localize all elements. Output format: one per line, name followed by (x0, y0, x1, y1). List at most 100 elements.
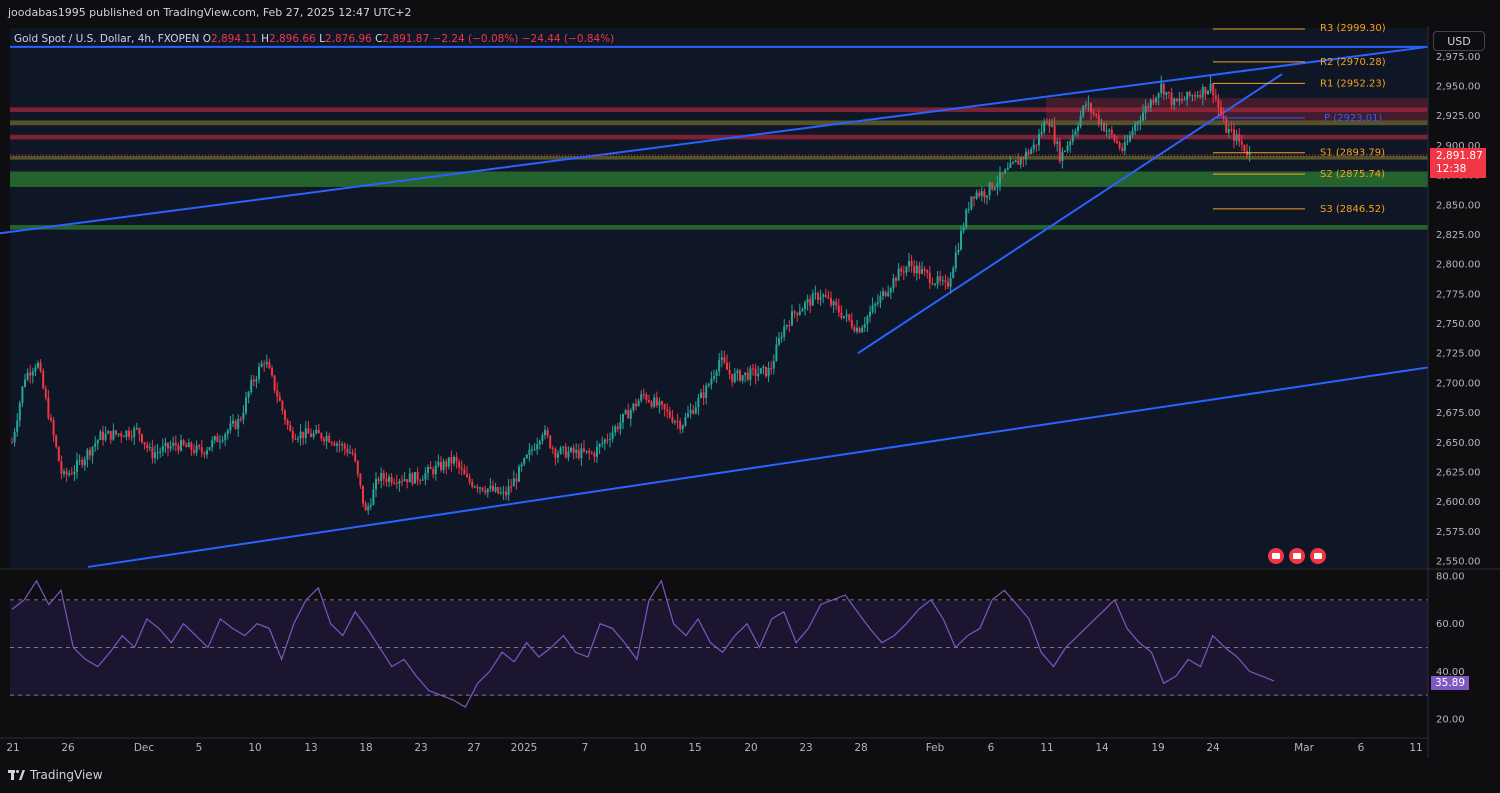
candle (759, 368, 762, 374)
candle (809, 295, 812, 314)
candle-body (908, 260, 910, 267)
time-tick: 10 (248, 742, 261, 754)
candle-body (674, 421, 676, 423)
candle-body (424, 472, 427, 480)
candle-body (356, 460, 359, 474)
candle-body (707, 384, 710, 386)
candle (429, 461, 432, 470)
candle-body (705, 385, 708, 398)
candle (1032, 138, 1035, 153)
candle-body (427, 466, 429, 473)
candle (1121, 143, 1124, 154)
candle-body (96, 440, 99, 444)
candle-body (1129, 135, 1131, 142)
candle-body (291, 430, 294, 439)
candle-body (557, 453, 559, 458)
candle-body (533, 449, 536, 451)
time-tick: 26 (61, 742, 75, 754)
flag-us-icon[interactable] (1310, 548, 1326, 564)
candle-body (778, 338, 780, 345)
candle-body (307, 428, 310, 434)
candle (661, 400, 663, 411)
candle-body (86, 450, 89, 460)
candle-body (512, 478, 515, 487)
candle (250, 374, 253, 395)
candle-body (125, 430, 128, 437)
candle (978, 189, 981, 199)
price-tick: 2,625.00 (1436, 467, 1481, 478)
candle-body (185, 444, 188, 448)
candle-body (333, 443, 336, 446)
symbol-legend[interactable]: Gold Spot / U.S. Dollar, 4h, FXOPEN O2,8… (14, 33, 614, 45)
candle-body (572, 447, 575, 453)
candle (947, 276, 949, 289)
candle (315, 424, 318, 435)
candle-body (861, 327, 864, 333)
candle (1157, 92, 1160, 106)
candle-body (419, 480, 422, 482)
candle (219, 435, 221, 450)
rsi-line (11, 579, 1275, 708)
tradingview-logo[interactable]: TradingView (8, 768, 103, 782)
candle-body (1118, 142, 1121, 148)
candle-body (1025, 151, 1027, 160)
candle (1082, 104, 1085, 119)
candle-body (395, 482, 398, 484)
candle-body (1066, 145, 1069, 151)
candle-body (689, 410, 692, 414)
candle (832, 299, 835, 313)
candle (398, 478, 401, 492)
candle-body (260, 363, 263, 367)
candle-body (986, 195, 988, 198)
candle-body (536, 444, 539, 450)
candle-body (494, 487, 497, 491)
candle-body (156, 452, 159, 454)
candle (460, 460, 463, 476)
candle (1178, 92, 1181, 106)
candle-body (603, 439, 606, 444)
candle (741, 375, 744, 384)
candle (728, 362, 731, 380)
flag-us-icon[interactable] (1268, 548, 1284, 564)
candle (892, 273, 895, 293)
candle-body (138, 428, 141, 435)
candle-body (1079, 115, 1082, 127)
candle-body (1006, 167, 1009, 170)
candle (549, 434, 552, 450)
candle (1214, 88, 1217, 102)
candle (1045, 118, 1048, 123)
candle-body (715, 371, 718, 377)
candle-body (497, 487, 500, 494)
candle (1040, 123, 1043, 138)
candle (1196, 91, 1199, 99)
candle (1066, 140, 1069, 154)
candle (234, 419, 237, 430)
candle (338, 439, 341, 453)
candle-body (1035, 144, 1038, 146)
candle (271, 365, 273, 378)
candle-body (642, 394, 645, 396)
mixed-zone (10, 120, 1428, 126)
candle-body (458, 461, 461, 468)
candle (843, 316, 845, 320)
candle-body (848, 314, 851, 320)
candle (122, 434, 125, 438)
candle (627, 403, 630, 419)
candle-body (601, 443, 604, 445)
flag-us-icon[interactable] (1289, 548, 1305, 564)
candle (1100, 118, 1103, 132)
currency-button[interactable]: USD (1433, 31, 1485, 51)
candle-body (26, 372, 29, 380)
candle (837, 298, 840, 317)
candle (16, 413, 19, 437)
candle-body (752, 368, 754, 370)
candle-body (130, 436, 133, 438)
candle (284, 408, 286, 425)
price-pane[interactable]: R3 (2999.30) R2 (2970.28) R1 (2952.23) P (2… (0, 23, 1429, 568)
candle (463, 464, 466, 475)
rsi-pane[interactable] (10, 579, 1428, 708)
candle-body (1116, 140, 1118, 143)
candle-body (983, 191, 986, 198)
candle (13, 428, 16, 447)
